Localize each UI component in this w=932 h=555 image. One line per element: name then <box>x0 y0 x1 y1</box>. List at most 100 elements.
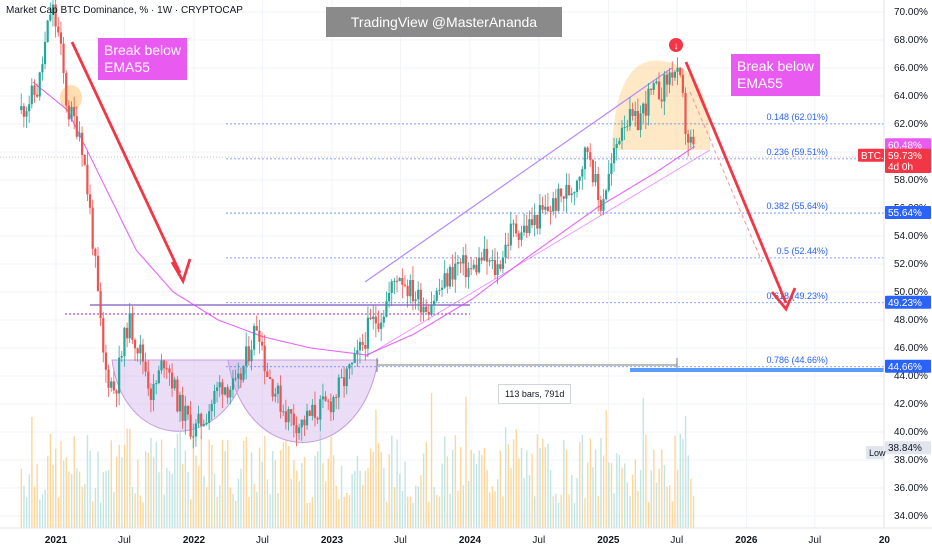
volume-bar <box>319 433 322 528</box>
candle-body <box>46 20 49 42</box>
candle-body <box>657 81 661 100</box>
volume-bar <box>428 501 430 528</box>
candle-body <box>671 72 674 78</box>
candle-body <box>605 190 608 200</box>
candle-body <box>485 248 489 262</box>
candle-body <box>594 173 597 183</box>
candle-body <box>353 353 356 363</box>
volume-bar <box>234 500 237 528</box>
candle-body <box>443 273 446 288</box>
price-tick-label: 44.00% <box>894 371 928 382</box>
candle-body <box>626 126 629 128</box>
volume-bar <box>324 481 327 528</box>
time-tick-label: Jul <box>394 535 407 546</box>
candle-body <box>689 136 692 143</box>
volume-bar <box>401 491 404 528</box>
volume-bar <box>92 501 94 528</box>
candle-body <box>634 111 637 116</box>
price-tick-label: 68.00% <box>894 35 928 46</box>
candle-body <box>86 164 89 195</box>
candle-body <box>512 223 515 225</box>
volume-bar <box>512 439 515 528</box>
price-tick-label: 46.00% <box>894 343 928 354</box>
candle-body <box>41 64 44 73</box>
price-badge-text: 4d 0h <box>888 162 913 173</box>
volume-bar <box>420 475 422 528</box>
candle-body <box>681 75 684 94</box>
candle-body <box>451 266 454 280</box>
volume-bar <box>86 435 89 528</box>
volume-bar <box>626 482 629 528</box>
volume-bar <box>629 496 631 528</box>
candle-body <box>586 147 589 153</box>
candle-body <box>295 425 298 434</box>
volume-bar <box>330 436 332 528</box>
candle-body <box>380 322 383 329</box>
volume-bar <box>568 494 570 528</box>
volume-bar <box>504 427 507 528</box>
candle-body <box>684 93 687 134</box>
candle-body <box>237 373 240 379</box>
candle-body <box>250 349 253 362</box>
volume-bar <box>422 453 425 528</box>
candle-body <box>321 396 325 400</box>
candle-body <box>427 311 430 315</box>
volume-bar <box>266 479 269 528</box>
volume-bar <box>332 455 335 528</box>
candle-body <box>147 371 150 389</box>
volume-bar <box>115 456 118 528</box>
volume-bar <box>639 470 642 528</box>
volume-bar <box>158 472 160 528</box>
volume-bar <box>31 416 33 528</box>
volume-bar <box>28 474 30 528</box>
volume-bar <box>610 463 613 528</box>
channel-lower <box>364 149 711 358</box>
volume-bar <box>459 447 462 528</box>
volume-bar <box>534 496 536 528</box>
candle-body <box>78 132 81 137</box>
volume-bar <box>49 434 52 528</box>
candle-body <box>377 323 380 329</box>
candle-body <box>398 277 401 282</box>
volume-bar <box>240 468 242 528</box>
candle-body <box>525 225 528 234</box>
candle-body <box>390 281 393 293</box>
candle-body <box>591 159 594 183</box>
candle-body <box>271 379 274 397</box>
volume-bar <box>131 486 134 528</box>
candle-body <box>160 360 163 371</box>
volume-bar <box>160 439 163 528</box>
candle-body <box>628 109 632 127</box>
candle-body <box>610 163 613 174</box>
volume-bar <box>102 472 105 528</box>
candle-body <box>462 255 465 264</box>
volume-bar <box>523 478 525 528</box>
candle-body <box>470 268 473 270</box>
time-tick-label: Jul <box>532 535 545 546</box>
volume-bar <box>552 496 554 528</box>
candle-body <box>136 348 139 354</box>
volume-bar <box>33 486 36 528</box>
volume-bar <box>76 468 78 528</box>
arrow-head-2021 <box>170 258 192 285</box>
volume-bar <box>388 453 390 528</box>
candle-body <box>226 387 229 398</box>
candle-body <box>144 361 147 372</box>
volume-bar <box>409 496 412 528</box>
candle-body <box>552 198 555 212</box>
candle-body <box>345 368 348 387</box>
candle-body <box>575 180 579 192</box>
price-tick-label: 40.00% <box>894 427 928 438</box>
fib-level-label: 0.382 (55.64%) <box>766 201 828 211</box>
time-tick-label: 2026 <box>735 535 758 546</box>
candle-body <box>332 397 335 413</box>
candle-body <box>358 341 362 351</box>
candle-body <box>647 88 650 116</box>
volume-bar <box>375 410 377 528</box>
candle-body <box>335 397 338 399</box>
candle-body <box>327 400 330 402</box>
candle-body <box>507 244 510 246</box>
candle-body <box>125 327 129 339</box>
price-tick-label: 52.00% <box>894 259 928 270</box>
price-tick-label: 50.00% <box>894 287 928 298</box>
